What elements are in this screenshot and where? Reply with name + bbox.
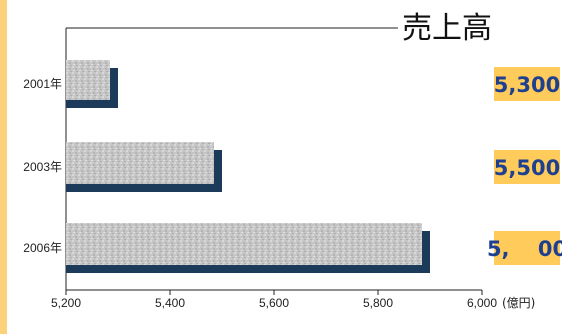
x-tick-label-0: 5,200 — [51, 296, 81, 310]
bar — [66, 142, 214, 184]
value-label-2: 5, 00 — [487, 237, 562, 261]
value-label-1: 5,500 — [494, 156, 560, 180]
left-accent-stripe — [0, 0, 7, 334]
value-box-2 — [494, 231, 560, 265]
bar — [66, 60, 110, 100]
x-tick-label-3: 5,800 — [363, 296, 393, 310]
bar — [66, 223, 422, 265]
chart-title: 売上高 — [402, 11, 492, 46]
x-axis-unit: (億円) — [502, 296, 535, 310]
category-label-2: 2006年 — [23, 241, 62, 255]
category-label-1: 2003年 — [23, 160, 62, 174]
value-label-0: 5,300 — [494, 73, 560, 97]
x-tick-label-2: 5,600 — [259, 296, 289, 310]
category-label-0: 2001年 — [23, 77, 62, 91]
x-tick-label-4: 6,000 — [467, 296, 497, 310]
value-box-0 — [494, 67, 560, 101]
value-box-1 — [494, 150, 560, 184]
x-tick-label-1: 5,400 — [155, 296, 185, 310]
